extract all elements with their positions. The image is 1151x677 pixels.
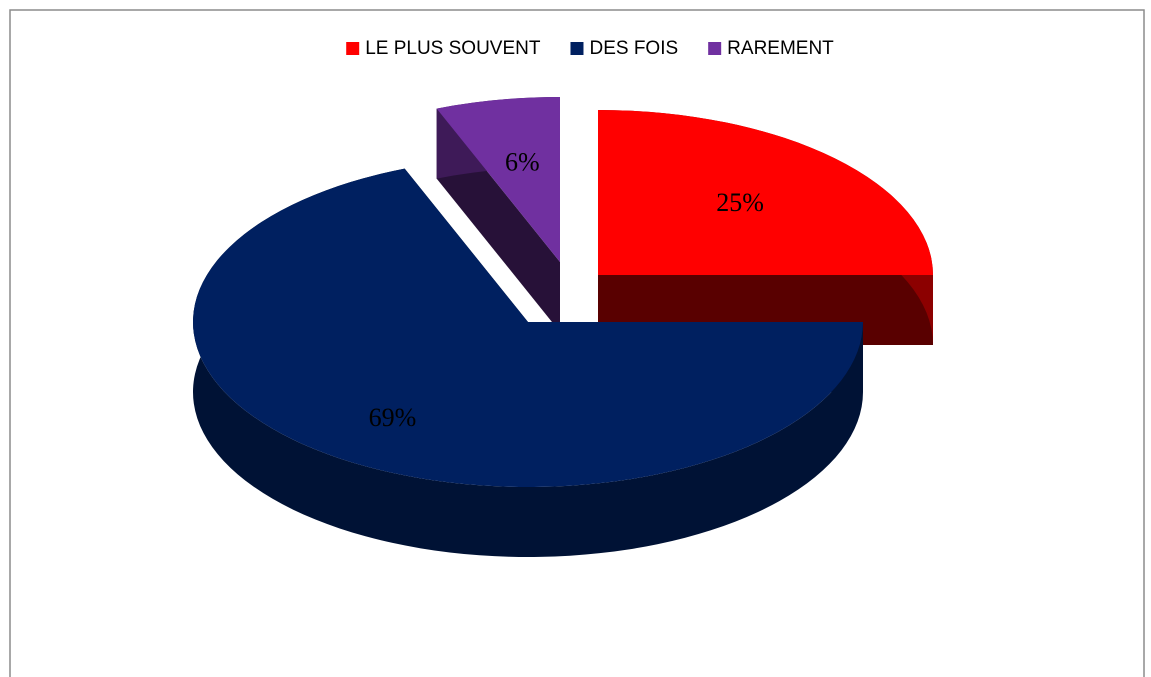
slice xyxy=(193,168,863,557)
slice xyxy=(193,168,863,487)
data-label: 6% xyxy=(505,148,540,177)
legend-label: RAREMENT xyxy=(727,38,834,59)
legend-swatch xyxy=(570,42,584,55)
legend-label: LE PLUS SOUVENT xyxy=(365,38,541,59)
legend-swatch xyxy=(346,42,360,55)
slice xyxy=(436,97,560,262)
data-label: 69% xyxy=(369,403,417,432)
legend-swatch xyxy=(708,42,722,55)
data-label: 25% xyxy=(716,188,764,217)
legend-label: DES FOIS xyxy=(589,38,678,59)
slice xyxy=(598,110,933,275)
legend: LE PLUS SOUVENT DES FOIS RAREMENT xyxy=(346,38,834,59)
slice xyxy=(436,97,560,332)
